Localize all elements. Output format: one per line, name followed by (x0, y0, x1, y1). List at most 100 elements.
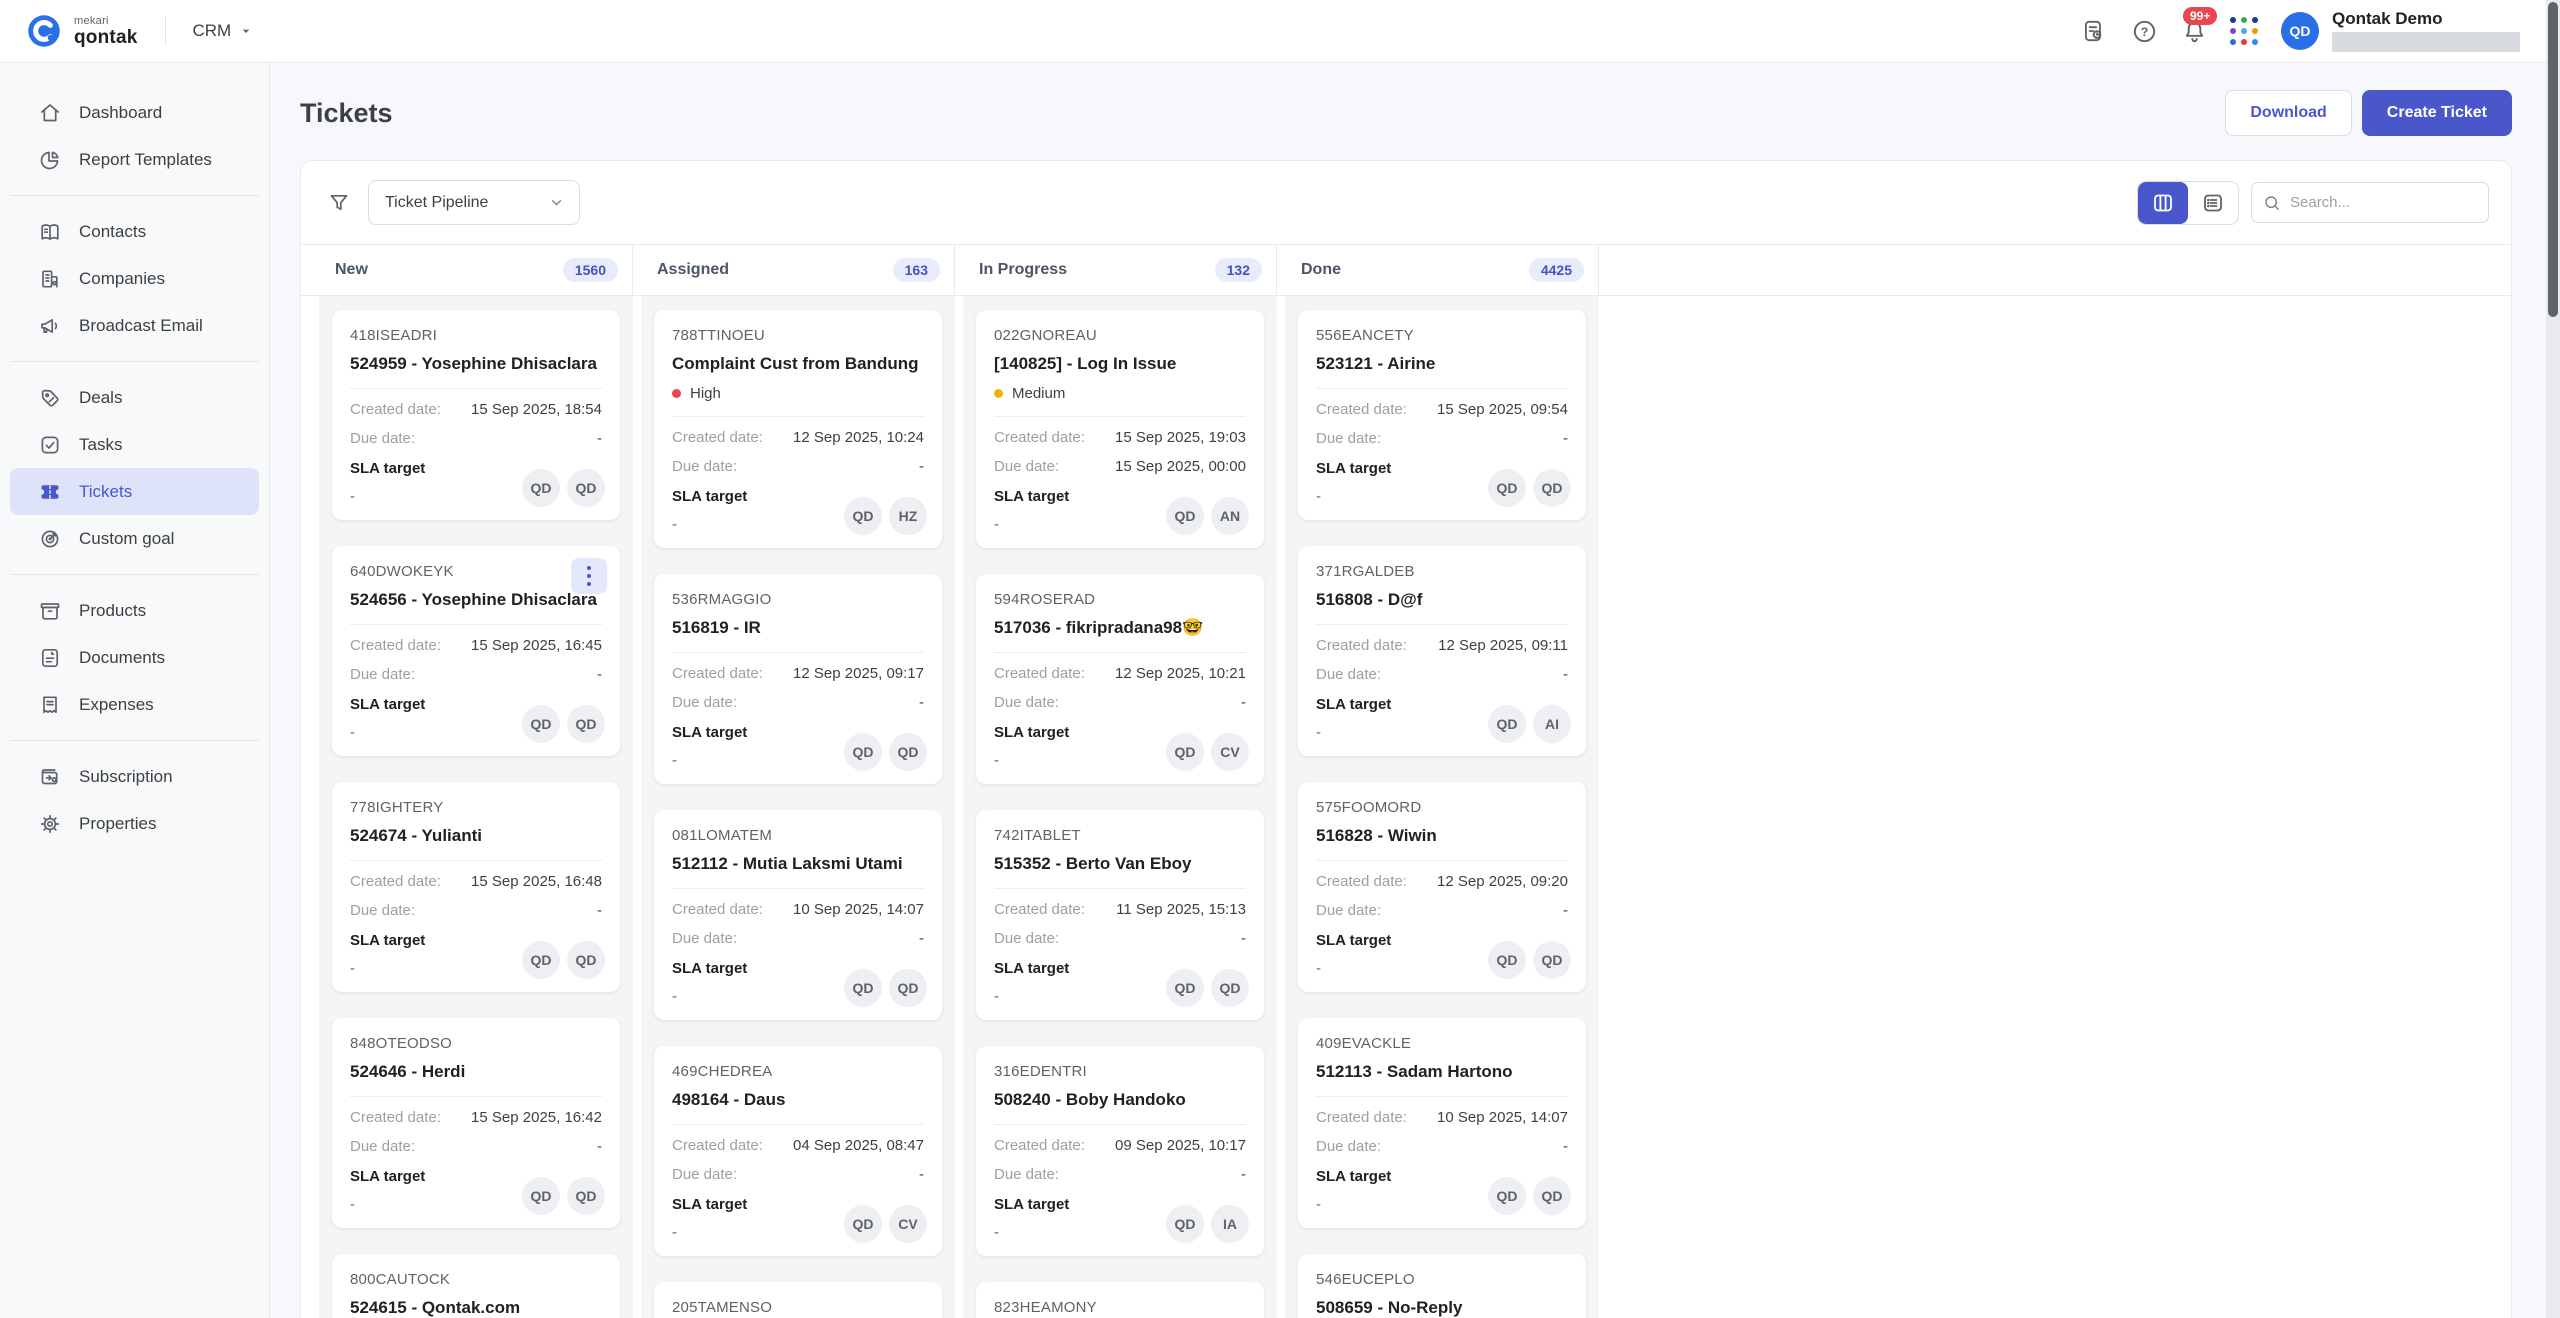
ticket-card[interactable]: 022GNOREAU [140825] - Log In Issue Medium C… (976, 310, 1264, 548)
ticket-card[interactable]: 081LOMATEM 512112 - Mutia Laksmi Utami Cre… (654, 810, 942, 1020)
download-button[interactable]: Download (2225, 90, 2352, 136)
assignee-avatar[interactable]: QD (522, 705, 560, 743)
sidebar-item-deals[interactable]: Deals (10, 374, 259, 421)
sidebar-item-contacts[interactable]: Contacts (10, 208, 259, 255)
assignee-avatar[interactable]: QD (522, 469, 560, 507)
assignee-avatar[interactable]: QD (844, 1205, 882, 1243)
ticket-card[interactable]: 469CHEDREA 498164 - Daus Created date: 04 S… (654, 1046, 942, 1256)
kanban-view-button[interactable] (2138, 181, 2188, 224)
assignee-avatar[interactable]: QD (844, 733, 882, 771)
assignee-avatar[interactable]: IA (1211, 1205, 1249, 1243)
card-menu-button[interactable] (571, 558, 607, 594)
brand-logo[interactable]: mekari qontak (0, 13, 137, 49)
assignee-avatar[interactable]: QD (522, 1177, 560, 1215)
ticket-card[interactable]: 640DWOKEYK 524656 - Yosephine Dhisaclara C… (332, 546, 620, 756)
ticket-card[interactable]: 823HEAMONY505285 - AlanCreated date:08 S… (976, 1282, 1264, 1318)
assignee-avatar[interactable]: AI (1533, 705, 1571, 743)
ticket-created-value: 11 Sep 2025, 15:13 (1116, 901, 1246, 918)
ticket-card[interactable]: 778IGHTERY 524674 - Yulianti Created date:… (332, 782, 620, 992)
filter-funnel-icon[interactable] (327, 191, 351, 215)
assignee-avatar[interactable]: QD (1533, 1177, 1571, 1215)
ticket-created-label: Created date: (994, 429, 1085, 446)
help-icon[interactable]: ? (2123, 10, 2165, 52)
ticket-due-label: Due date: (672, 1166, 738, 1183)
ticket-card[interactable]: 316EDENTRI 508240 - Boby Handoko Created d… (976, 1046, 1264, 1256)
product-switcher[interactable]: CRM (192, 21, 254, 41)
ticket-card[interactable]: 594ROSERAD 517036 - fikripradana98🤓 Create… (976, 574, 1264, 784)
assignee-avatar[interactable]: QD (1166, 497, 1204, 535)
assignee-avatar[interactable]: QD (567, 469, 605, 507)
ticket-card[interactable]: 848OTEODSO 524646 - Herdi Created date: 15 … (332, 1018, 620, 1228)
assignee-avatar[interactable]: QD (567, 1177, 605, 1215)
ticket-due-label: Due date: (994, 458, 1060, 475)
assignee-avatar[interactable]: QD (1488, 705, 1526, 743)
ticket-title: 508240 - Boby Handoko (994, 1090, 1186, 1109)
assignee-avatar[interactable]: QD (1533, 469, 1571, 507)
ticket-card[interactable]: 418ISEADRI 524959 - Yosephine Dhisaclara C… (332, 310, 620, 520)
ticket-sla-value: - (1316, 960, 1321, 977)
ticket-assignees: QD QD (522, 1177, 605, 1215)
list-view-button[interactable] (2188, 181, 2238, 224)
ticket-card[interactable]: 536RMAGGIO 516819 - IR Created date: 12 Sep… (654, 574, 942, 784)
sidebar-item-tasks[interactable]: Tasks (10, 421, 259, 468)
ticket-assignees: QD QD (522, 469, 605, 507)
sidebar-item-products[interactable]: Products (10, 587, 259, 634)
assignee-avatar[interactable]: QD (1166, 969, 1204, 1007)
sidebar-item-companies[interactable]: Companies (10, 255, 259, 302)
assignee-avatar[interactable]: QD (522, 941, 560, 979)
assignee-avatar[interactable]: QD (567, 941, 605, 979)
sidebar-item-documents[interactable]: Documents (10, 634, 259, 681)
ticket-card[interactable]: 371RGALDEB 516808 - D@f Created date: 12 Se… (1298, 546, 1586, 756)
assignee-avatar[interactable]: QD (1166, 1205, 1204, 1243)
assignee-avatar[interactable]: CV (889, 1205, 927, 1243)
sidebar-item-custom-goal[interactable]: Custom goal (10, 515, 259, 562)
assignee-avatar[interactable]: QD (1166, 733, 1204, 771)
sidebar-item-label: Expenses (79, 694, 154, 714)
sidebar-item-broadcast-email[interactable]: Broadcast Email (10, 302, 259, 349)
sidebar-item-expenses[interactable]: Expenses (10, 681, 259, 728)
ticket-card[interactable]: 742ITABLET 515352 - Berto Van Eboy Created… (976, 810, 1264, 1020)
vertical-scrollbar[interactable] (2546, 0, 2560, 1318)
ticket-sla-value: - (994, 516, 999, 533)
assignee-avatar[interactable]: QD (1488, 941, 1526, 979)
assignee-avatar[interactable]: HZ (889, 497, 927, 535)
sidebar-item-report-templates[interactable]: Report Templates (10, 136, 259, 183)
ticket-sla-label: SLA target (994, 724, 1070, 741)
assignee-avatar[interactable]: QD (889, 733, 927, 771)
notifications-bell-icon[interactable]: 99+ (2173, 7, 2218, 52)
assignee-avatar[interactable]: QD (889, 969, 927, 1007)
search-input[interactable] (2290, 194, 2478, 211)
ticket-created-value: 09 Sep 2025, 10:17 (1115, 1137, 1246, 1154)
assignee-avatar[interactable]: QD (844, 497, 882, 535)
activity-log-icon[interactable] (2073, 10, 2115, 52)
ticket-card[interactable]: 575FOOMORD 516828 - Wiwin Created date: 12 … (1298, 782, 1586, 992)
assignee-avatar[interactable]: QD (1211, 969, 1249, 1007)
priority-dot-icon (994, 389, 1003, 398)
sidebar-item-subscription[interactable]: Subscription (10, 753, 259, 800)
assignee-avatar[interactable]: QD (1488, 1177, 1526, 1215)
building-icon (38, 267, 62, 291)
sidebar-item-properties[interactable]: Properties (10, 800, 259, 847)
ticket-card[interactable]: 788TTINOEU Complaint Cust from Bandung Hig… (654, 310, 942, 548)
ticket-code: 594ROSERAD (994, 591, 1096, 608)
scrollbar-thumb[interactable] (2548, 2, 2558, 317)
assignee-avatar[interactable]: CV (1211, 733, 1249, 771)
ticket-card[interactable]: 409EVACKLE 512113 - Sadam Hartono Created … (1298, 1018, 1586, 1228)
ticket-card[interactable]: 205TAMENSO498289 - Fitriah KhairunnisaCr… (654, 1282, 942, 1318)
assignee-avatar[interactable]: QD (844, 969, 882, 1007)
ticket-card[interactable]: 556EANCETY 523121 - Airine Created date: 15… (1298, 310, 1586, 520)
create-ticket-button[interactable]: Create Ticket (2361, 90, 2512, 136)
assignee-avatar[interactable]: AN (1211, 497, 1249, 535)
ticket-sla-label: SLA target (1316, 1168, 1392, 1185)
assignee-avatar[interactable]: QD (1488, 469, 1526, 507)
user-avatar[interactable]: QD (2281, 12, 2319, 50)
sidebar-item-dashboard[interactable]: Dashboard (10, 89, 259, 136)
pipeline-select[interactable]: Ticket Pipeline (368, 180, 580, 225)
sidebar-item-tickets[interactable]: Tickets (10, 468, 259, 515)
column-name: Done (1301, 261, 1341, 278)
apps-grid-icon[interactable] (2223, 10, 2265, 52)
assignee-avatar[interactable]: QD (1533, 941, 1571, 979)
assignee-avatar[interactable]: QD (567, 705, 605, 743)
